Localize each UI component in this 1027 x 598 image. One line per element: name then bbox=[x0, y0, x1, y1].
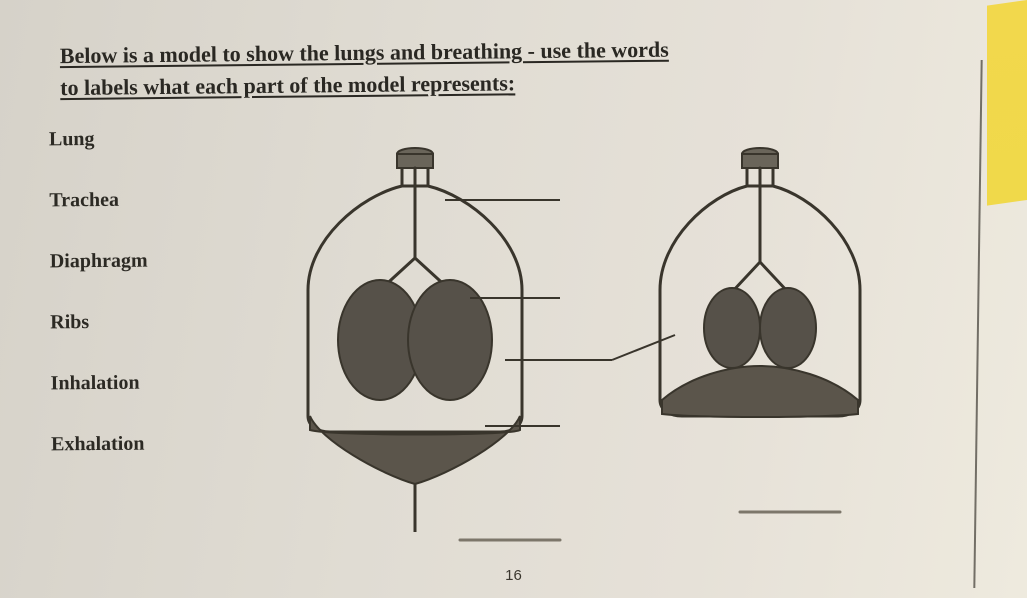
page-number: 16 bbox=[0, 567, 1027, 584]
word-lung: Lung bbox=[49, 128, 147, 152]
right-bottle-group bbox=[660, 148, 860, 512]
word-inhalation: Inhalation bbox=[51, 372, 149, 396]
instruction-title: Below is a model to show the lungs and b… bbox=[60, 32, 841, 104]
title-line-1: Below is a model to show the lungs and b… bbox=[60, 37, 669, 68]
word-exhalation: Exhalation bbox=[51, 433, 149, 457]
page-root: Below is a model to show the lungs and b… bbox=[0, 0, 1027, 598]
right-membrane bbox=[662, 366, 858, 417]
page-edge-highlight bbox=[987, 0, 1027, 206]
diagram-svg bbox=[260, 140, 940, 560]
left-bottle-group bbox=[308, 148, 560, 540]
title-line-2: to labels what each part of the model re… bbox=[60, 70, 515, 100]
word-trachea: Trachea bbox=[49, 189, 147, 213]
leader-3b bbox=[612, 335, 675, 360]
left-cap-body bbox=[397, 154, 433, 168]
right-lung-right-balloon bbox=[760, 288, 816, 368]
word-ribs: Ribs bbox=[50, 311, 148, 335]
right-cap-body bbox=[742, 154, 778, 168]
page-border-right bbox=[973, 60, 982, 588]
left-trachea bbox=[380, 168, 450, 290]
word-bank: Lung Trachea Diaphragm Ribs Inhalation E… bbox=[49, 128, 149, 457]
lung-model-diagram bbox=[260, 140, 940, 560]
right-lung-left-balloon bbox=[704, 288, 760, 368]
word-diaphragm: Diaphragm bbox=[50, 250, 148, 274]
